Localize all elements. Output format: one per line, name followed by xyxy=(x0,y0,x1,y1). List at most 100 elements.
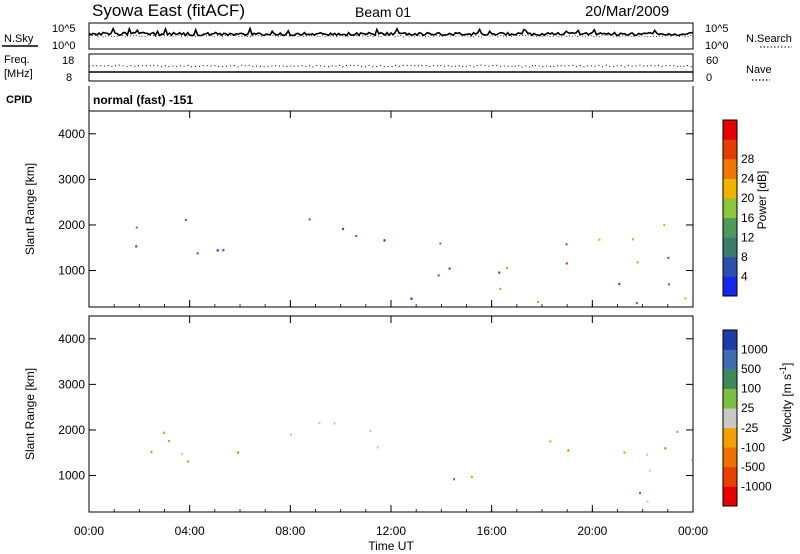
y-tick-label: 2000 xyxy=(58,423,85,437)
colorbar-tick-label: 100 xyxy=(741,382,761,396)
x-tick-label: 00:00 xyxy=(74,524,104,538)
colorbar-tick-label: 25 xyxy=(741,401,755,415)
colorbar-tick-label: -25 xyxy=(741,421,759,435)
nsky-trace xyxy=(88,26,693,37)
y-tick-label: 1000 xyxy=(58,264,85,278)
colorbar-tick-label: 1000 xyxy=(741,343,768,357)
echo-cell xyxy=(383,239,386,242)
echo-cell xyxy=(318,421,321,424)
echo-cell xyxy=(437,274,440,277)
y-tick-label: 4000 xyxy=(58,127,85,141)
y-tick-label: 3000 xyxy=(58,172,85,186)
freq-panel xyxy=(88,53,694,82)
nave-tick-top: 60 xyxy=(706,55,718,67)
velocity-colorbar: 1000 500 100 25 -25 -100 -500 -1000 xyxy=(722,329,772,507)
nsky-tick-top: 10^5 xyxy=(52,23,76,35)
power-colorbar: 4 8 12 16 20 24 28 xyxy=(722,119,755,297)
time-xlabel: Time UT xyxy=(368,539,414,553)
colorbar-cell xyxy=(723,466,737,487)
echo-cell xyxy=(565,262,568,265)
colorbar-cell xyxy=(723,217,737,238)
colorbar-tick-label: 8 xyxy=(741,250,748,264)
colorbar-cell xyxy=(723,198,737,219)
x-tick-label: 08:00 xyxy=(275,524,305,538)
echo-cell xyxy=(664,447,667,450)
nave-tick-bottom: 0 xyxy=(706,72,712,84)
echo-cell xyxy=(646,453,649,456)
colorbar-cell xyxy=(723,388,737,409)
echo-cell xyxy=(181,452,184,456)
echo-cell xyxy=(308,218,311,221)
cpid-label: CPID xyxy=(6,94,32,106)
x-tick-label: 04:00 xyxy=(175,524,205,538)
colorbar-tick-label: -1000 xyxy=(741,479,772,493)
y-tick-label: 3000 xyxy=(58,377,85,391)
echo-cell xyxy=(684,297,687,300)
colorbar-tick-label: 28 xyxy=(741,152,755,166)
echo-cell xyxy=(663,223,666,227)
echo-cell xyxy=(135,245,138,248)
velocity-y-axis: 1000 2000 3000 4000 xyxy=(58,332,693,483)
colorbar-tick-label: 500 xyxy=(741,362,761,376)
echo-cell xyxy=(470,476,473,479)
x-tick-label: 00:00 xyxy=(678,524,708,538)
x-tick-label: 12:00 xyxy=(376,524,406,538)
echo-cell xyxy=(565,243,568,246)
colorbar-tick-label: 20 xyxy=(741,191,755,205)
echo-cell xyxy=(369,429,372,433)
echo-cell xyxy=(376,446,379,449)
echo-cell xyxy=(333,422,336,425)
nsearch-label: N.Search xyxy=(746,33,792,45)
y-tick-label: 2000 xyxy=(58,218,85,232)
nsearch-tick-bottom: 10^0 xyxy=(705,40,729,52)
colorbar-frame xyxy=(722,329,738,507)
nsky-label: N.Sky xyxy=(4,33,34,45)
colorbar-frame xyxy=(722,119,738,297)
echo-cell xyxy=(355,235,358,238)
nsearch-trace xyxy=(88,34,694,38)
echo-cell xyxy=(187,460,190,463)
colorbar-cell xyxy=(723,427,737,448)
y-tick-label: 4000 xyxy=(58,332,85,346)
echo-cell xyxy=(598,238,601,241)
nsearch-tick-top: 10^5 xyxy=(705,23,729,35)
echo-cell xyxy=(150,450,153,454)
date-title: 20/Mar/2009 xyxy=(585,3,669,20)
colorbar-cell xyxy=(723,256,737,277)
echo-cell xyxy=(631,238,634,241)
echo-cell xyxy=(453,478,456,481)
echo-cell xyxy=(439,242,442,245)
colorbar-tick-label: -100 xyxy=(741,440,765,454)
nsky-tick-bottom: 10^0 xyxy=(52,40,76,52)
colorbar-tick-label: 4 xyxy=(741,269,748,283)
echo-cell xyxy=(537,301,539,304)
nsky-panel xyxy=(88,22,694,50)
power-ylabel: Slant Range [km] xyxy=(23,163,37,255)
echo-cell xyxy=(676,430,679,433)
colorbar-cell xyxy=(723,486,737,507)
colorbar-cell xyxy=(723,330,737,350)
echo-cell xyxy=(623,451,626,454)
echo-cell xyxy=(618,282,621,286)
colorbar-tick-label: 12 xyxy=(741,230,755,244)
echo-cell xyxy=(639,491,642,494)
nave-label: Nave xyxy=(746,64,772,76)
velocity-colorbar-label: Velocity [m s-1] xyxy=(778,363,794,442)
freq-tick-bottom: 8 xyxy=(66,72,72,84)
colorbar-tick-label: 16 xyxy=(741,211,755,225)
colorbar-cell xyxy=(723,349,737,370)
freq-tick-top: 18 xyxy=(62,55,74,67)
power-y-axis: 1000 2000 3000 4000 xyxy=(58,127,693,278)
echo-cell xyxy=(499,287,502,290)
colorbar-cell xyxy=(723,237,737,258)
echo-cell xyxy=(216,249,219,252)
nave-trace xyxy=(88,64,694,68)
x-tick-label: 16:00 xyxy=(477,524,507,538)
colorbar-cell xyxy=(723,120,737,140)
echo-cell xyxy=(667,256,670,259)
echo-cell xyxy=(691,458,694,461)
echo-cell xyxy=(237,451,240,454)
echo-cell xyxy=(506,266,509,270)
echo-cell xyxy=(567,449,570,452)
